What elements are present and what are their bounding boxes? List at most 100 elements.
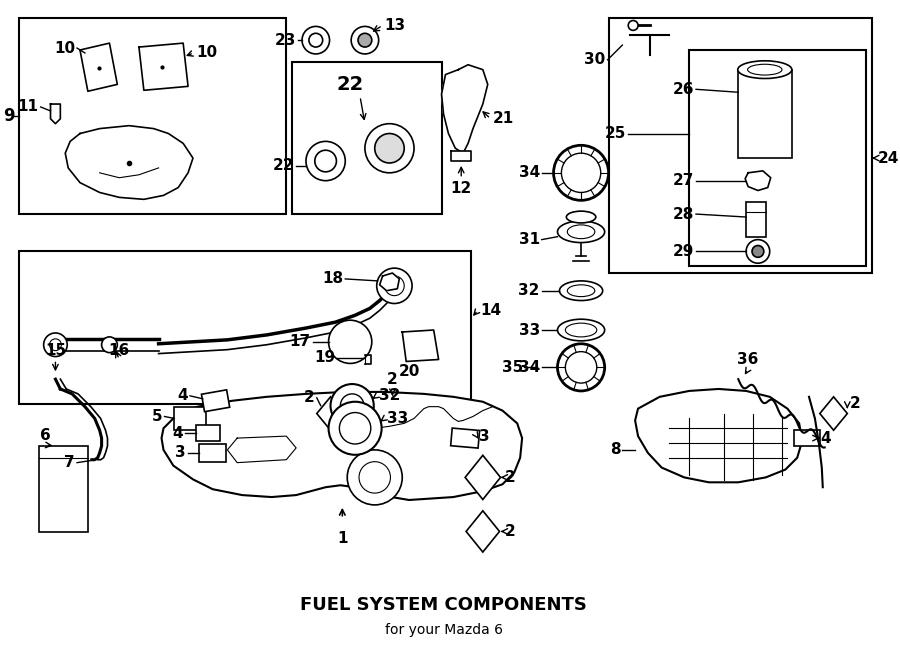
Ellipse shape bbox=[557, 319, 605, 341]
Text: 28: 28 bbox=[672, 207, 694, 222]
Text: 6: 6 bbox=[40, 428, 51, 443]
Circle shape bbox=[340, 394, 364, 418]
Circle shape bbox=[50, 339, 61, 351]
Circle shape bbox=[374, 134, 404, 163]
Bar bbox=[746, 203, 766, 237]
Circle shape bbox=[347, 450, 402, 505]
Bar bbox=[292, 62, 442, 214]
Bar bbox=[738, 70, 792, 158]
Circle shape bbox=[554, 145, 608, 201]
Text: 17: 17 bbox=[290, 334, 310, 350]
Bar bbox=[19, 18, 286, 214]
Text: 14: 14 bbox=[480, 303, 501, 318]
Ellipse shape bbox=[557, 221, 605, 242]
Text: 16: 16 bbox=[109, 342, 130, 357]
Polygon shape bbox=[66, 126, 193, 199]
Ellipse shape bbox=[748, 64, 782, 75]
Polygon shape bbox=[466, 511, 500, 552]
Text: 25: 25 bbox=[605, 126, 626, 141]
Text: 4: 4 bbox=[177, 389, 188, 403]
Circle shape bbox=[359, 461, 391, 493]
Text: 4: 4 bbox=[173, 426, 184, 441]
Text: 15: 15 bbox=[45, 342, 66, 357]
Polygon shape bbox=[451, 428, 480, 448]
Circle shape bbox=[565, 352, 597, 383]
Text: 5: 5 bbox=[152, 409, 163, 424]
Text: 2: 2 bbox=[504, 524, 515, 539]
Text: 24: 24 bbox=[878, 150, 899, 166]
Bar bbox=[689, 50, 866, 266]
Circle shape bbox=[339, 412, 371, 444]
Text: 2: 2 bbox=[850, 396, 860, 411]
Polygon shape bbox=[402, 330, 438, 361]
Polygon shape bbox=[442, 65, 488, 153]
Text: 22: 22 bbox=[337, 75, 364, 94]
Text: 26: 26 bbox=[672, 82, 694, 97]
Text: for your Mazda 6: for your Mazda 6 bbox=[384, 623, 502, 637]
Polygon shape bbox=[196, 425, 220, 441]
Polygon shape bbox=[452, 151, 471, 161]
Text: 2: 2 bbox=[387, 372, 398, 387]
Circle shape bbox=[358, 33, 372, 47]
Circle shape bbox=[302, 26, 329, 54]
Polygon shape bbox=[317, 397, 345, 430]
Polygon shape bbox=[50, 104, 60, 124]
Text: 21: 21 bbox=[492, 111, 514, 126]
Polygon shape bbox=[820, 397, 847, 430]
Text: 33: 33 bbox=[518, 322, 540, 338]
Circle shape bbox=[330, 384, 374, 427]
Text: 34: 34 bbox=[518, 360, 540, 375]
Ellipse shape bbox=[738, 61, 792, 79]
Circle shape bbox=[102, 337, 117, 353]
Polygon shape bbox=[465, 455, 500, 500]
Circle shape bbox=[557, 344, 605, 391]
Text: 10: 10 bbox=[196, 46, 217, 60]
Circle shape bbox=[746, 240, 769, 263]
Text: 23: 23 bbox=[274, 32, 296, 48]
Polygon shape bbox=[139, 43, 188, 90]
Text: 13: 13 bbox=[384, 18, 406, 33]
Text: 3: 3 bbox=[176, 446, 186, 460]
Text: 18: 18 bbox=[322, 271, 343, 287]
Polygon shape bbox=[795, 430, 820, 446]
Polygon shape bbox=[745, 171, 770, 191]
Text: 12: 12 bbox=[451, 181, 472, 196]
Polygon shape bbox=[635, 389, 802, 483]
Text: 9: 9 bbox=[4, 107, 15, 125]
Text: 30: 30 bbox=[584, 52, 606, 68]
Text: 32: 32 bbox=[518, 283, 540, 298]
Text: 35: 35 bbox=[501, 360, 523, 375]
Text: 29: 29 bbox=[672, 244, 694, 259]
Text: 27: 27 bbox=[672, 173, 694, 188]
Circle shape bbox=[377, 268, 412, 303]
Circle shape bbox=[628, 21, 638, 30]
Ellipse shape bbox=[560, 281, 603, 301]
Circle shape bbox=[306, 142, 346, 181]
Polygon shape bbox=[175, 406, 206, 430]
Text: 1: 1 bbox=[338, 532, 347, 546]
Polygon shape bbox=[199, 444, 227, 461]
Text: 36: 36 bbox=[737, 352, 759, 367]
Text: FUEL SYSTEM COMPONENTS: FUEL SYSTEM COMPONENTS bbox=[300, 596, 587, 614]
Text: 31: 31 bbox=[518, 232, 540, 247]
Bar bbox=[608, 18, 872, 273]
Ellipse shape bbox=[567, 285, 595, 297]
Ellipse shape bbox=[567, 225, 595, 238]
Polygon shape bbox=[380, 273, 400, 291]
Text: 20: 20 bbox=[399, 364, 419, 379]
Circle shape bbox=[364, 124, 414, 173]
Circle shape bbox=[309, 33, 323, 47]
Circle shape bbox=[328, 402, 382, 455]
Text: 4: 4 bbox=[821, 430, 832, 446]
Bar bbox=[39, 446, 88, 532]
Text: 3: 3 bbox=[479, 428, 490, 444]
Ellipse shape bbox=[565, 323, 597, 337]
Polygon shape bbox=[80, 43, 117, 91]
Text: 34: 34 bbox=[518, 166, 540, 180]
Text: 32: 32 bbox=[379, 389, 400, 403]
Circle shape bbox=[315, 150, 337, 172]
Text: 11: 11 bbox=[18, 99, 39, 115]
Polygon shape bbox=[202, 390, 230, 412]
Ellipse shape bbox=[566, 211, 596, 223]
Circle shape bbox=[328, 320, 372, 363]
